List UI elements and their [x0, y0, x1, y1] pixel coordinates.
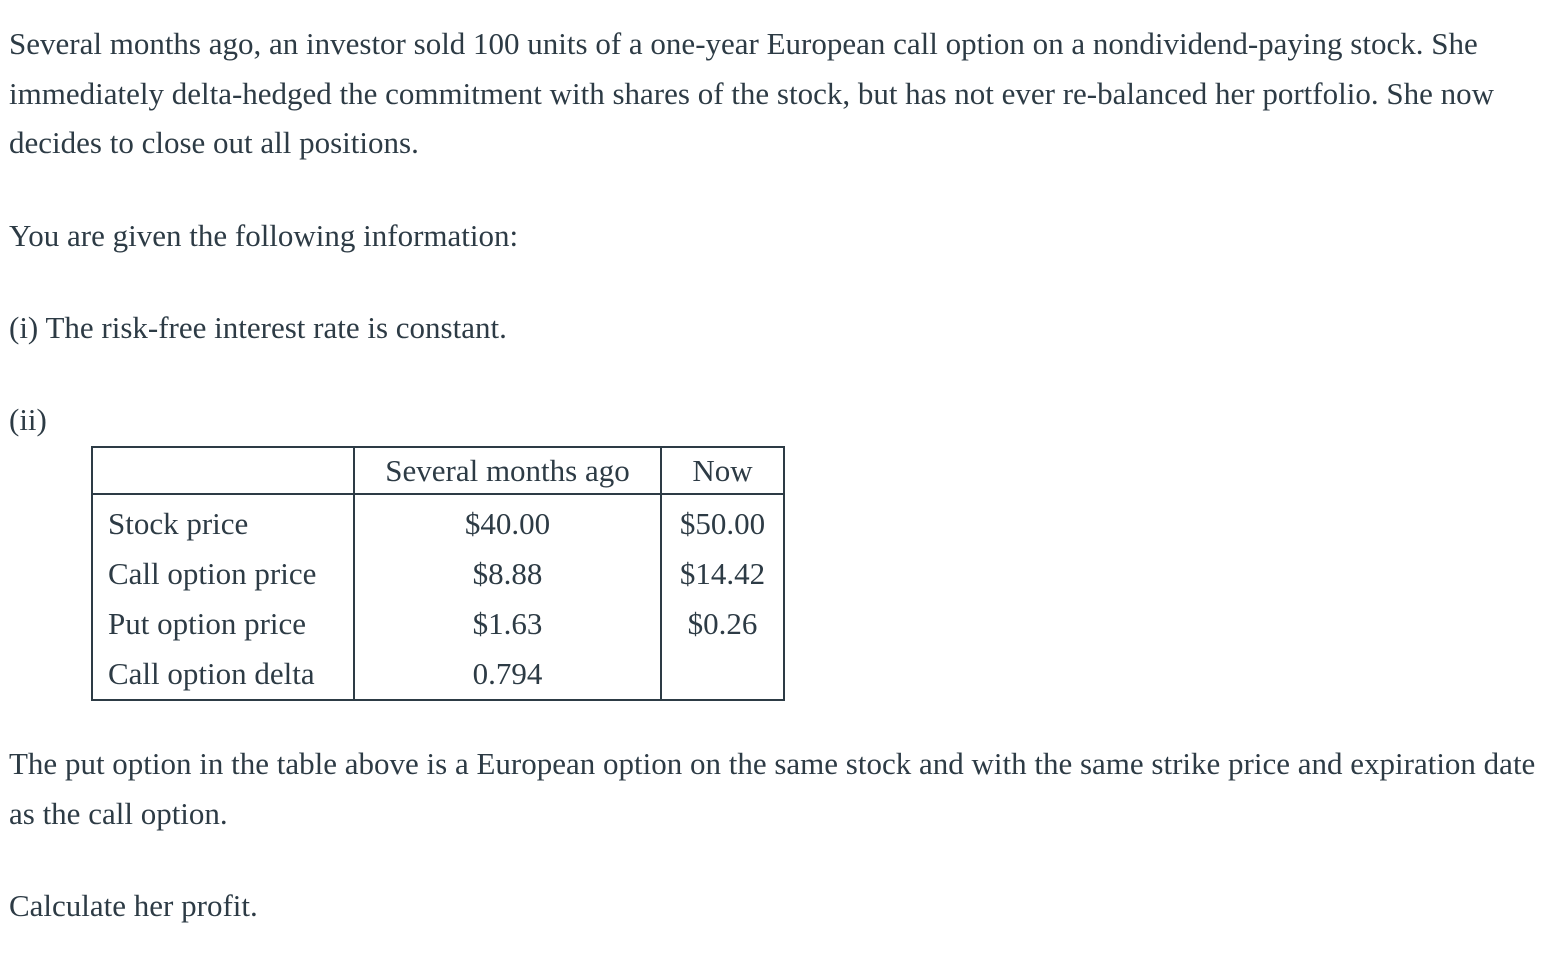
row-label: Stock price	[91, 494, 355, 549]
value-ago: $1.63	[353, 599, 662, 649]
given-info-heading: You are given the following information:	[9, 218, 519, 253]
table-row: Stock price $40.00 $50.00	[91, 494, 785, 549]
row-label: Put option price	[91, 599, 355, 649]
header-several-months-ago: Several months ago	[353, 446, 662, 495]
value-now: $14.42	[660, 549, 785, 599]
table-header-row: Several months ago Now	[91, 446, 785, 495]
row-label: Call option price	[91, 549, 355, 599]
value-ago: $40.00	[353, 494, 662, 549]
table-row: Put option price $1.63 $0.26	[91, 599, 785, 649]
value-ago: $8.88	[353, 549, 662, 599]
table-row: Call option delta 0.794	[91, 649, 785, 701]
table-row: Call option price $8.88 $14.42	[91, 549, 785, 599]
question: Calculate her profit.	[9, 888, 258, 923]
header-now: Now	[660, 446, 785, 495]
header-blank	[91, 446, 355, 495]
note-paragraph: The put option in the table above is a E…	[9, 746, 1536, 831]
value-now	[660, 649, 785, 701]
value-ago: 0.794	[353, 649, 662, 701]
intro-paragraph: Several months ago, an investor sold 100…	[9, 26, 1494, 160]
row-label: Call option delta	[91, 649, 355, 701]
price-table: Several months ago Now Stock price $40.0…	[91, 446, 785, 701]
value-now: $50.00	[660, 494, 785, 549]
value-now: $0.26	[660, 599, 785, 649]
item-ii-label: (ii)	[9, 402, 47, 437]
item-i: (i) The risk-free interest rate is const…	[9, 310, 507, 345]
